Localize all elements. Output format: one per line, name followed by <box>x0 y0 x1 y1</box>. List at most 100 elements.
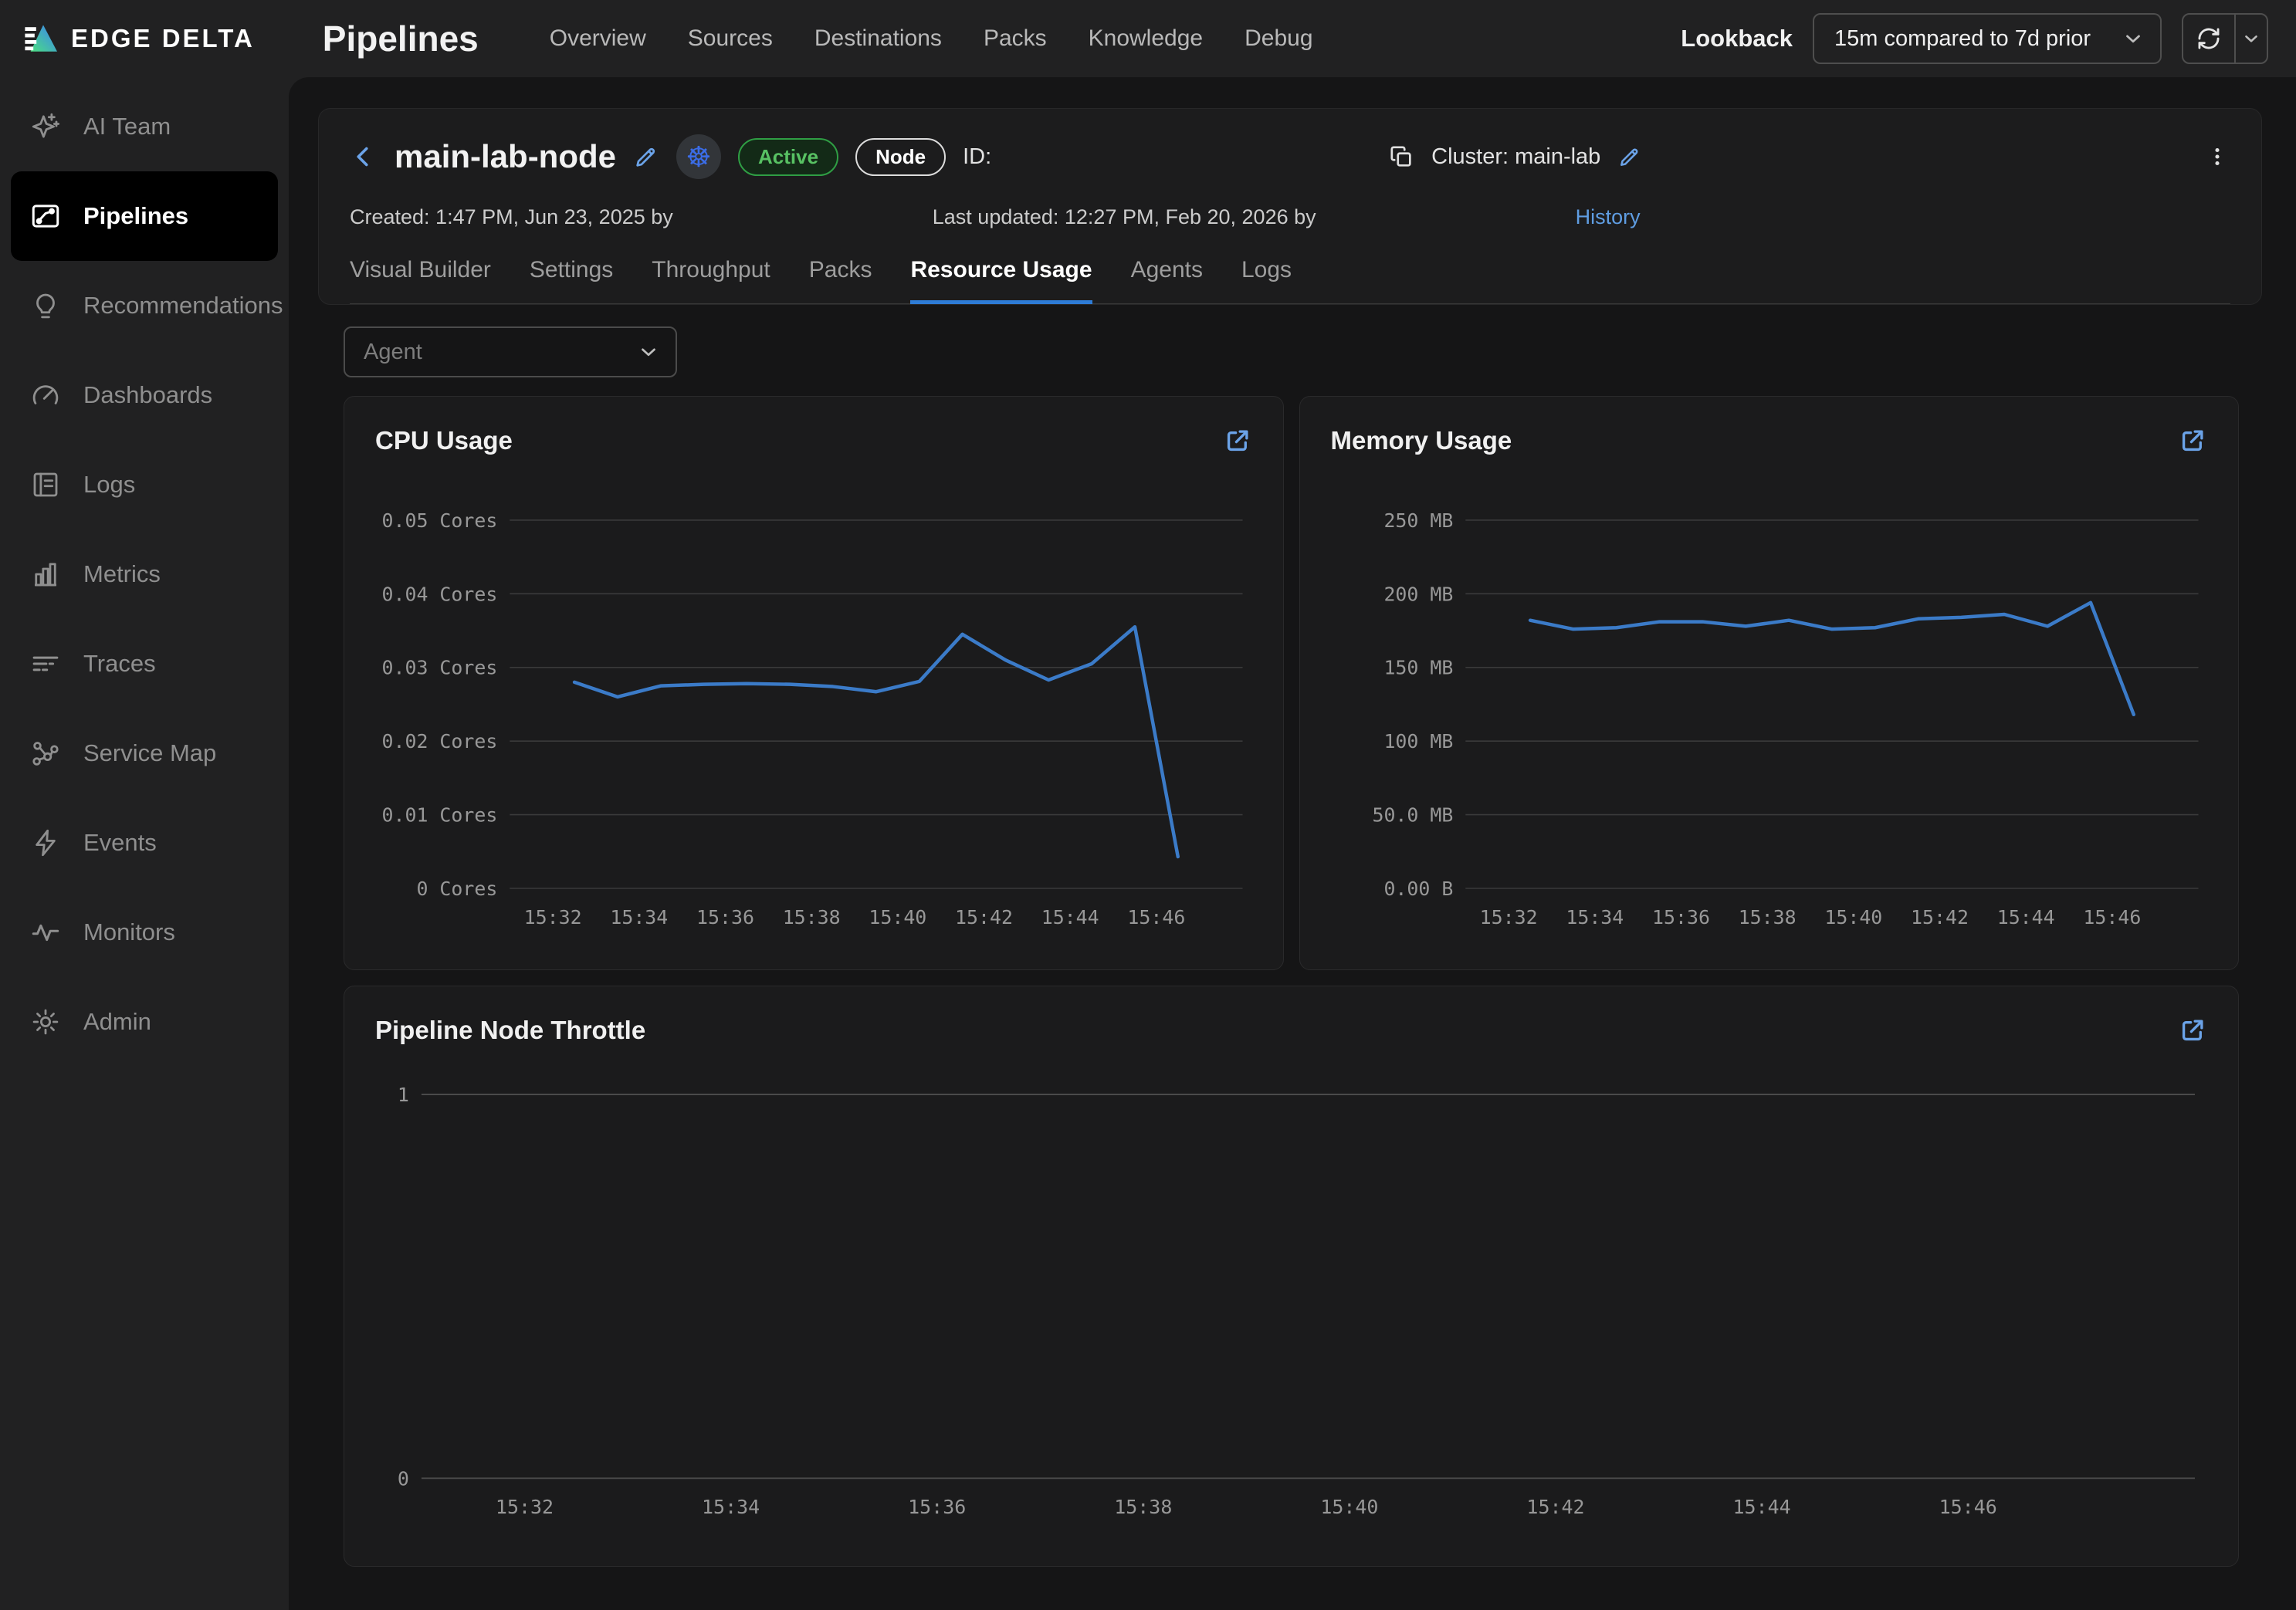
agent-filter-select[interactable]: Agent <box>344 326 677 377</box>
sidebar-item-label: Traces <box>83 650 156 678</box>
sidebar-item-events[interactable]: Events <box>0 798 289 888</box>
back-button[interactable] <box>350 143 378 171</box>
gear-icon <box>29 1006 62 1038</box>
nav-overview[interactable]: Overview <box>550 25 646 52</box>
sidebar-item-monitors[interactable]: Monitors <box>0 888 289 977</box>
cpu-usage-card: CPU Usage 0.05 Cores0.04 Cores0.03 Cores… <box>344 396 1284 970</box>
sidebar: AI Team Pipelines Recommendations Dashbo… <box>0 77 289 1610</box>
kubernetes-badge: ☸ <box>676 134 721 179</box>
sidebar-item-label: Admin <box>83 1008 151 1036</box>
edge-delta-logo-icon <box>23 20 60 57</box>
sidebar-item-traces[interactable]: Traces <box>0 619 289 709</box>
sidebar-item-metrics[interactable]: Metrics <box>0 529 289 619</box>
sidebar-item-admin[interactable]: Admin <box>0 977 289 1067</box>
sidebar-item-service-map[interactable]: Service Map <box>0 709 289 798</box>
sidebar-item-dashboards[interactable]: Dashboards <box>0 350 289 440</box>
waveform-icon <box>29 916 62 949</box>
sidebar-item-label: Logs <box>83 471 135 499</box>
tab-logs[interactable]: Logs <box>1241 257 1292 304</box>
tab-throughput[interactable]: Throughput <box>652 257 770 304</box>
memory-usage-title: Memory Usage <box>1331 426 1512 455</box>
tab-agents[interactable]: Agents <box>1131 257 1203 304</box>
pipelines-icon <box>29 200 62 232</box>
tab-resource-usage[interactable]: Resource Usage <box>910 257 1092 304</box>
svg-text:15:46: 15:46 <box>2083 906 2141 928</box>
agent-filter-placeholder: Agent <box>364 340 422 365</box>
sidebar-item-pipelines[interactable]: Pipelines <box>11 171 278 261</box>
pipeline-node-throttle-title: Pipeline Node Throttle <box>375 1016 645 1045</box>
pipeline-tabs: Visual Builder Settings Throughput Packs… <box>350 257 2230 304</box>
sidebar-item-logs[interactable]: Logs <box>0 440 289 529</box>
svg-text:50.0 MB: 50.0 MB <box>1372 804 1453 827</box>
nav-knowledge[interactable]: Knowledge <box>1089 25 1203 52</box>
svg-text:0: 0 <box>398 1467 409 1490</box>
chevron-down-icon <box>637 340 660 364</box>
gauge-icon <box>29 379 62 411</box>
svg-text:150 MB: 150 MB <box>1383 657 1453 679</box>
cluster-label: Cluster: main-lab <box>1431 144 1600 170</box>
nav-packs[interactable]: Packs <box>984 25 1047 52</box>
refresh-options-button[interactable] <box>2234 15 2267 63</box>
svg-text:1: 1 <box>398 1084 409 1106</box>
svg-text:15:44: 15:44 <box>1996 906 2054 928</box>
open-chart-button[interactable] <box>1223 426 1252 455</box>
id-label: ID: <box>963 144 991 170</box>
open-chart-button[interactable] <box>2178 426 2207 455</box>
svg-text:15:34: 15:34 <box>610 906 668 928</box>
pipeline-node-throttle-card: Pipeline Node Throttle 1015:3215:3415:36… <box>344 986 2239 1567</box>
refresh-button[interactable] <box>2183 15 2234 63</box>
cpu-usage-title: CPU Usage <box>375 426 513 455</box>
edit-cluster-button[interactable] <box>1617 144 1642 169</box>
chevron-down-icon <box>2241 29 2261 49</box>
sidebar-item-recommendations[interactable]: Recommendations <box>0 261 289 350</box>
tab-visual-builder[interactable]: Visual Builder <box>350 257 491 304</box>
refresh-group <box>2182 13 2268 64</box>
sidebar-item-label: Events <box>83 829 157 857</box>
svg-text:0.04 Cores: 0.04 Cores <box>382 583 498 605</box>
svg-text:15:40: 15:40 <box>1320 1496 1378 1518</box>
nav-sources[interactable]: Sources <box>688 25 773 52</box>
copy-id-button[interactable] <box>1388 144 1414 170</box>
edit-name-button[interactable] <box>633 144 659 170</box>
tab-settings[interactable]: Settings <box>530 257 613 304</box>
pencil-icon <box>1617 144 1642 169</box>
history-link[interactable]: History <box>1576 205 1641 229</box>
lookback-select[interactable]: 15m compared to 7d prior <box>1813 13 2162 64</box>
top-bar: EDGE DELTA Pipelines Overview Sources De… <box>0 0 2296 77</box>
logo-text: EDGE DELTA <box>71 24 255 53</box>
svg-text:0.02 Cores: 0.02 Cores <box>382 730 498 753</box>
pipeline-meta-row: Created: 1:47 PM, Jun 23, 2025 by Last u… <box>350 198 2230 235</box>
external-link-icon <box>1223 426 1252 455</box>
more-options-button[interactable] <box>2204 144 2230 170</box>
edge-delta-logo[interactable]: EDGE DELTA <box>23 20 255 57</box>
svg-text:0.03 Cores: 0.03 Cores <box>382 657 498 679</box>
tab-packs[interactable]: Packs <box>809 257 872 304</box>
memory-usage-card: Memory Usage 250 MB200 MB150 MB100 MB50.… <box>1299 396 2240 970</box>
svg-text:15:36: 15:36 <box>908 1496 966 1518</box>
svg-text:0.00 B: 0.00 B <box>1383 878 1453 900</box>
svg-text:15:40: 15:40 <box>869 906 926 928</box>
created-text: Created: 1:47 PM, Jun 23, 2025 by <box>350 205 673 229</box>
open-chart-button[interactable] <box>2178 1016 2207 1045</box>
svg-text:15:42: 15:42 <box>955 906 1013 928</box>
svg-text:15:44: 15:44 <box>1733 1496 1791 1518</box>
svg-text:15:32: 15:32 <box>1479 906 1537 928</box>
nav-debug[interactable]: Debug <box>1245 25 1312 52</box>
sidebar-item-ai-team[interactable]: AI Team <box>0 82 289 171</box>
sidebar-item-label: Recommendations <box>83 292 283 320</box>
pipeline-node-throttle-chart: 1015:3215:3415:3615:3815:4015:4215:4415:… <box>375 1067 2207 1544</box>
top-nav: Overview Sources Destinations Packs Know… <box>550 25 1313 52</box>
svg-text:15:34: 15:34 <box>1566 906 1624 928</box>
nav-destinations[interactable]: Destinations <box>814 25 942 52</box>
svg-text:0.01 Cores: 0.01 Cores <box>382 804 498 827</box>
main-panel: main-lab-node ☸ Active Node ID: Cluster:… <box>289 77 2296 1610</box>
status-badge: Active <box>738 138 838 176</box>
traces-icon <box>29 648 62 680</box>
lookback-value: 15m compared to 7d prior <box>1834 26 2091 52</box>
svg-text:15:46: 15:46 <box>1127 906 1185 928</box>
chevron-down-icon <box>2122 27 2145 50</box>
svg-text:15:38: 15:38 <box>1114 1496 1172 1518</box>
chevron-left-icon <box>350 143 378 171</box>
cpu-usage-chart: 0.05 Cores0.04 Cores0.03 Cores0.02 Cores… <box>375 502 1252 948</box>
svg-text:15:36: 15:36 <box>1652 906 1710 928</box>
